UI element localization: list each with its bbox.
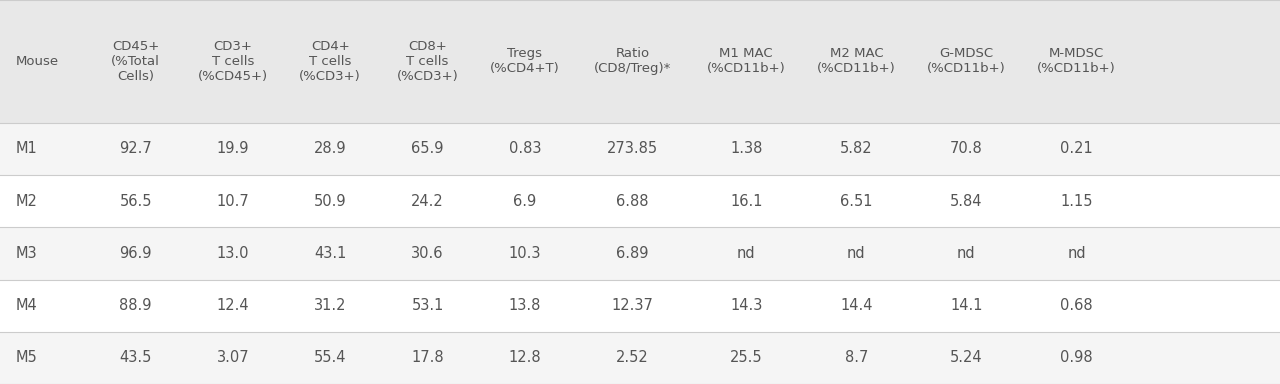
Text: 24.2: 24.2 <box>411 194 444 209</box>
Text: M-MDSC
(%CD11b+): M-MDSC (%CD11b+) <box>1037 48 1116 75</box>
Text: 53.1: 53.1 <box>411 298 444 313</box>
Text: 19.9: 19.9 <box>216 141 250 157</box>
Text: 0.21: 0.21 <box>1060 141 1093 157</box>
Text: 92.7: 92.7 <box>119 141 152 157</box>
Text: nd: nd <box>737 246 755 261</box>
Text: 14.4: 14.4 <box>840 298 873 313</box>
FancyBboxPatch shape <box>0 280 1280 332</box>
Text: CD8+
T cells
(%CD3+): CD8+ T cells (%CD3+) <box>397 40 458 83</box>
Text: 50.9: 50.9 <box>314 194 347 209</box>
Text: 65.9: 65.9 <box>411 141 444 157</box>
FancyBboxPatch shape <box>0 123 1280 175</box>
FancyBboxPatch shape <box>0 332 1280 384</box>
Text: G-MDSC
(%CD11b+): G-MDSC (%CD11b+) <box>927 48 1006 75</box>
Text: Tregs
(%CD4+T): Tregs (%CD4+T) <box>490 48 559 75</box>
Text: CD45+
(%Total
Cells): CD45+ (%Total Cells) <box>111 40 160 83</box>
Text: M2 MAC
(%CD11b+): M2 MAC (%CD11b+) <box>817 48 896 75</box>
Text: 5.82: 5.82 <box>840 141 873 157</box>
Text: 12.8: 12.8 <box>508 350 541 366</box>
Text: 28.9: 28.9 <box>314 141 347 157</box>
Text: 0.83: 0.83 <box>508 141 541 157</box>
Text: M3: M3 <box>15 246 37 261</box>
Text: Mouse: Mouse <box>15 55 59 68</box>
Text: nd: nd <box>847 246 865 261</box>
FancyBboxPatch shape <box>0 175 1280 227</box>
Text: 13.8: 13.8 <box>508 298 541 313</box>
Text: 14.3: 14.3 <box>730 298 763 313</box>
Text: 16.1: 16.1 <box>730 194 763 209</box>
Text: 5.84: 5.84 <box>950 194 983 209</box>
Text: 14.1: 14.1 <box>950 298 983 313</box>
Text: 17.8: 17.8 <box>411 350 444 366</box>
Text: 0.98: 0.98 <box>1060 350 1093 366</box>
Text: 6.9: 6.9 <box>513 194 536 209</box>
Text: 6.89: 6.89 <box>616 246 649 261</box>
Text: 273.85: 273.85 <box>607 141 658 157</box>
Text: 0.68: 0.68 <box>1060 298 1093 313</box>
Text: 25.5: 25.5 <box>730 350 763 366</box>
Text: 8.7: 8.7 <box>845 350 868 366</box>
Text: 55.4: 55.4 <box>314 350 347 366</box>
Text: nd: nd <box>1068 246 1085 261</box>
Text: 12.37: 12.37 <box>612 298 653 313</box>
Text: 13.0: 13.0 <box>216 246 250 261</box>
Text: M5: M5 <box>15 350 37 366</box>
Text: 43.5: 43.5 <box>119 350 152 366</box>
Text: 56.5: 56.5 <box>119 194 152 209</box>
Text: 3.07: 3.07 <box>216 350 250 366</box>
Text: Ratio
(CD8/Treg)*: Ratio (CD8/Treg)* <box>594 48 671 75</box>
Text: 88.9: 88.9 <box>119 298 152 313</box>
Text: 1.38: 1.38 <box>730 141 763 157</box>
Text: 10.3: 10.3 <box>508 246 541 261</box>
Text: CD3+
T cells
(%CD45+): CD3+ T cells (%CD45+) <box>198 40 268 83</box>
FancyBboxPatch shape <box>0 227 1280 280</box>
Text: 5.24: 5.24 <box>950 350 983 366</box>
Text: 6.88: 6.88 <box>616 194 649 209</box>
Text: 10.7: 10.7 <box>216 194 250 209</box>
Text: 70.8: 70.8 <box>950 141 983 157</box>
Text: M1: M1 <box>15 141 37 157</box>
FancyBboxPatch shape <box>0 0 1280 123</box>
Text: M2: M2 <box>15 194 37 209</box>
Text: 43.1: 43.1 <box>314 246 347 261</box>
Text: 96.9: 96.9 <box>119 246 152 261</box>
Text: 12.4: 12.4 <box>216 298 250 313</box>
Text: nd: nd <box>957 246 975 261</box>
Text: 31.2: 31.2 <box>314 298 347 313</box>
Text: CD4+
T cells
(%CD3+): CD4+ T cells (%CD3+) <box>300 40 361 83</box>
Text: 6.51: 6.51 <box>840 194 873 209</box>
Text: M4: M4 <box>15 298 37 313</box>
Text: M1 MAC
(%CD11b+): M1 MAC (%CD11b+) <box>707 48 786 75</box>
Text: 30.6: 30.6 <box>411 246 444 261</box>
Text: 1.15: 1.15 <box>1060 194 1093 209</box>
Text: 2.52: 2.52 <box>616 350 649 366</box>
